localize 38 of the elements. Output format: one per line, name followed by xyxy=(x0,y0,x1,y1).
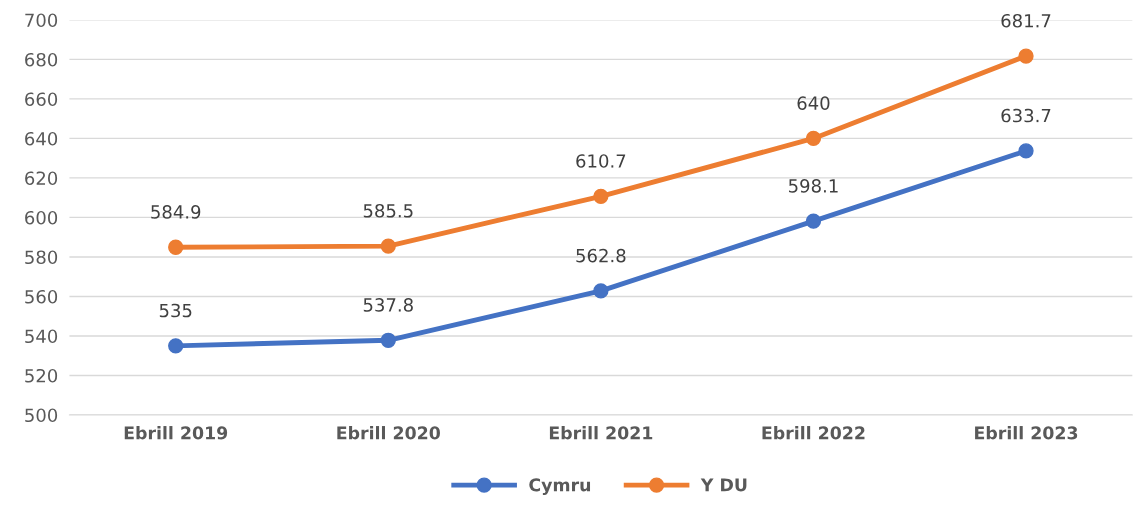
legend-label: Y DU xyxy=(700,478,747,492)
y-tick-label: 660 xyxy=(25,92,58,107)
y-tick-label: 620 xyxy=(25,171,58,186)
point xyxy=(593,188,609,204)
y-tick-label: 580 xyxy=(25,250,58,265)
data-label: 610.7 xyxy=(576,154,626,168)
point xyxy=(593,283,609,299)
y-tick-label: 680 xyxy=(25,52,58,67)
y-tick-label: 640 xyxy=(25,131,58,146)
x-tick-label: Ebrill 2023 xyxy=(975,426,1078,440)
data-label: 681.7 xyxy=(1001,13,1051,28)
data-label: 537.8 xyxy=(363,298,413,312)
x-tick-label: Ebrill 2022 xyxy=(762,426,865,440)
y-tick-label: 600 xyxy=(25,210,58,225)
y-tick-label: 700 xyxy=(25,13,58,28)
data-label: 633.7 xyxy=(1001,108,1051,123)
y-tick-label: 560 xyxy=(25,289,58,304)
y-tick-label: 500 xyxy=(25,408,58,423)
point xyxy=(168,338,184,354)
point xyxy=(380,332,396,348)
x-tick-label: Ebrill 2020 xyxy=(337,426,440,440)
point xyxy=(1018,143,1034,159)
point xyxy=(1018,48,1034,64)
y-tick-label: 540 xyxy=(25,329,58,344)
y-tick-label: 520 xyxy=(25,368,58,383)
data-label: 535 xyxy=(159,303,192,318)
point xyxy=(380,238,396,254)
data-label: 584.9 xyxy=(151,205,201,219)
data-label: 562.8 xyxy=(576,248,626,263)
x-tick-label: Ebrill 2019 xyxy=(124,426,228,440)
legend-label: Cymru xyxy=(529,478,591,495)
x-tick-label: Ebrill 2021 xyxy=(549,426,653,440)
point xyxy=(805,130,822,147)
point xyxy=(805,213,822,229)
data-label: 598.1 xyxy=(788,179,838,193)
data-label: 585.5 xyxy=(363,203,413,218)
point xyxy=(168,239,184,255)
data-label: 640 xyxy=(797,96,830,110)
